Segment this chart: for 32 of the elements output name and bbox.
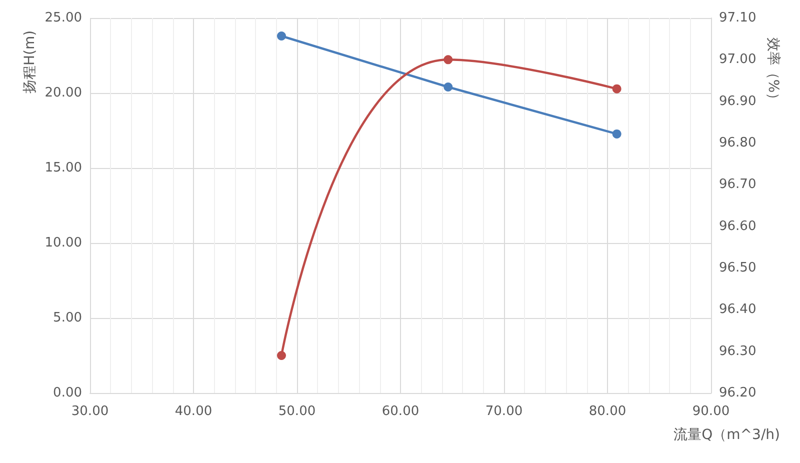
x-tick-label: 80.00 (588, 404, 626, 419)
x-tick-label: 30.00 (71, 404, 109, 419)
y-tick-label: 20.00 (44, 86, 82, 100)
point (612, 129, 622, 138)
y2-tick-label: 96.70 (719, 177, 756, 192)
x-tick-label: 40.00 (174, 404, 212, 419)
y2-tick-label: 96.40 (719, 302, 756, 318)
y-tick-label: 10.00 (44, 236, 82, 250)
y2-tick-label: 97.10 (719, 10, 756, 26)
x-tick-label: 50.00 (278, 404, 316, 419)
y2-tick-label: 96.20 (719, 386, 756, 400)
x-tick-label: 60.00 (382, 404, 420, 419)
y2-tick-label: 96.30 (719, 344, 756, 359)
point (276, 32, 286, 40)
y2-tick-label: 97.00 (719, 52, 756, 68)
x-tick-label: 70.00 (485, 404, 523, 419)
y-axis-title: 扬程H(m) (22, 30, 38, 94)
point (276, 351, 286, 360)
y2-tick-label: 96.60 (719, 218, 756, 234)
point (444, 82, 453, 92)
point (612, 84, 622, 94)
x-tick-label: 90.00 (692, 404, 730, 419)
y-tick-label: 5.00 (53, 310, 82, 326)
x-axis-title: 流量Q（m^3/h) (674, 427, 780, 443)
y-tick-label: 15.00 (44, 160, 82, 176)
y2-tick-label: 96.50 (719, 260, 756, 276)
y2-axis-title: 效率（%） (765, 37, 781, 107)
y-tick-label: 25.00 (44, 10, 82, 26)
y2-tick-label: 96.80 (719, 136, 756, 150)
point (444, 55, 453, 64)
y-tick-label: 0.00 (53, 386, 82, 400)
y2-tick-label: 96.90 (719, 94, 756, 109)
